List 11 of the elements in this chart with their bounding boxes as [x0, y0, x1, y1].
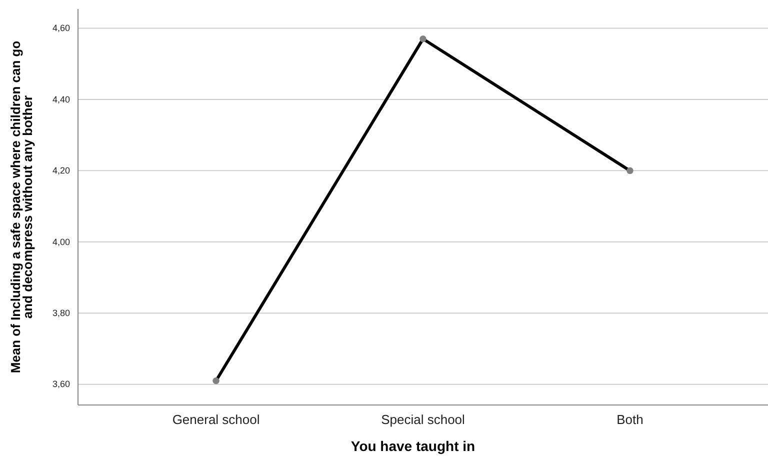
y-tick-label: 4,40 [52, 94, 70, 104]
y-tick-label: 3,80 [52, 308, 70, 318]
y-tick-label: 4,20 [52, 166, 70, 176]
x-tick-label: Special school [381, 412, 466, 428]
y-tick-label: 4,00 [52, 236, 70, 247]
x-axis-title: You have taught in [350, 438, 476, 454]
y-tick-label: 3,60 [52, 379, 70, 390]
x-tick-label: General school [172, 412, 260, 428]
x-tick-label: Both [616, 412, 644, 428]
y-axis-title: Mean of Including a safe space where children can go and decompress without any bother [8, 40, 35, 374]
y-tick-label: 4,60 [52, 23, 70, 34]
